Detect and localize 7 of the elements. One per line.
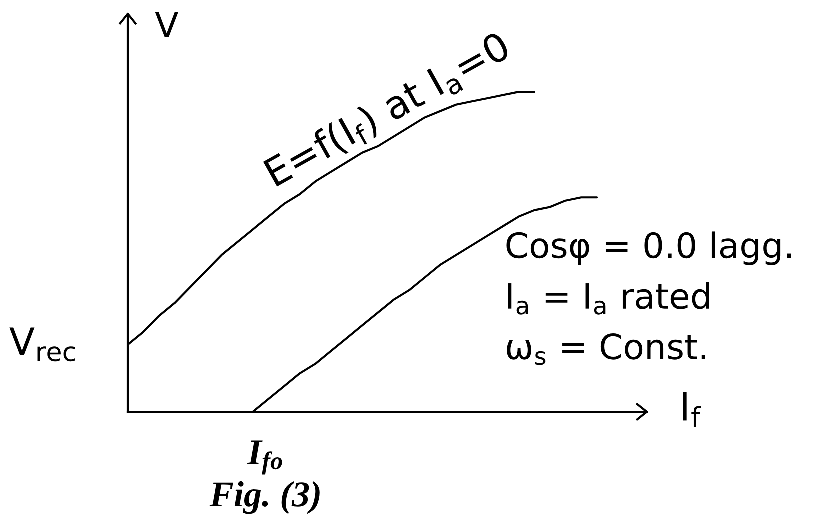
text: Fig. (3)	[210, 481, 320, 514]
text: E=f(I$_{f}$) at I$_{a}$=0	[262, 30, 514, 193]
text: Cosφ = 0.0 lagg. I$_{a}$ = I$_{a}$ rated ω$_{s}$ = Const.	[506, 232, 791, 366]
x-axis-title: I$_{f}$	[682, 392, 702, 428]
y-axis-title: V	[155, 12, 179, 38]
text: V$_{rec}$	[10, 328, 76, 362]
text: I$_{fo}$	[247, 440, 282, 475]
